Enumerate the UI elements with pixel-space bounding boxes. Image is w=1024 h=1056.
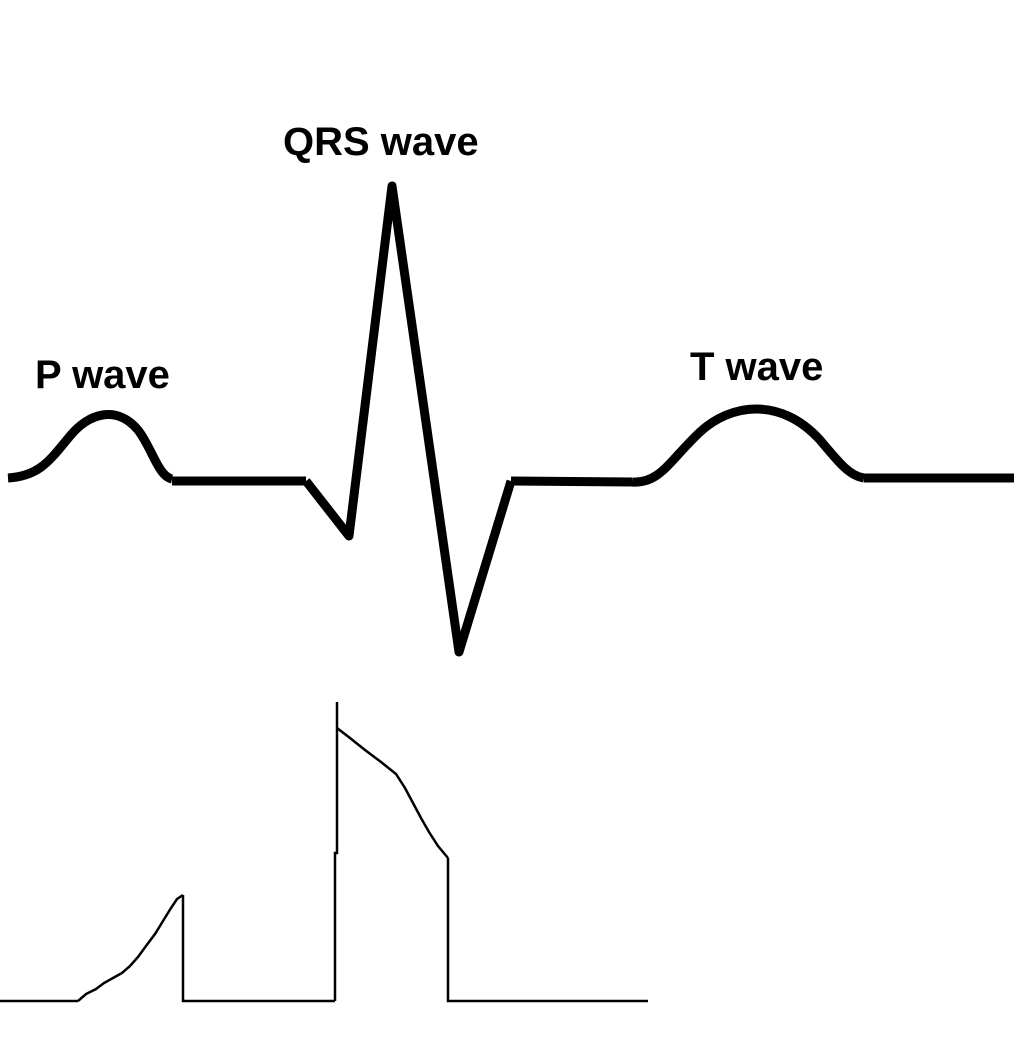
p-wave-label: P wave: [35, 353, 170, 397]
t-wave-label: T wave: [690, 345, 823, 389]
ecg-t-wave-segment: [631, 404, 866, 487]
ap-pacemaker-ramp: [77, 893, 184, 1002]
qrs-wave-label: QRS wave: [283, 120, 479, 164]
ap-plateau-decline: [336, 727, 449, 859]
ecg-p-wave-segment: [7, 410, 174, 484]
ecg-qrs-complex: [302, 181, 516, 657]
ap-repolarization: [446, 858, 648, 1003]
ap-first-drop: [181, 895, 335, 1003]
ap-upstroke: [333, 702, 339, 1001]
ecg-waveform: [7, 181, 1014, 657]
action-potential-trace: [0, 702, 648, 1003]
ecg-st-segment: [510, 476, 633, 487]
